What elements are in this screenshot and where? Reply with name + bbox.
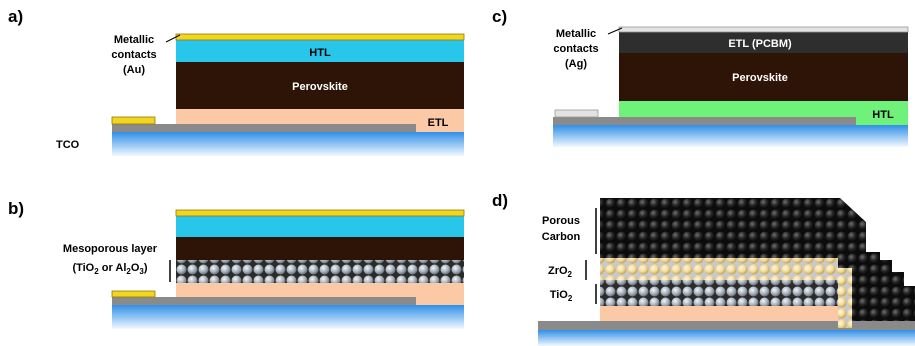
htl-layer xyxy=(176,216,464,237)
panel-b: b) Mesoporous layer (TiO2 or Al2O3) xyxy=(8,199,465,329)
silver-contact-top xyxy=(618,26,909,33)
glass-substrate xyxy=(538,330,915,346)
tco-layer xyxy=(538,321,915,330)
metallic-contact-pointer xyxy=(607,27,623,35)
panel-c-label: c) xyxy=(492,7,507,26)
glass-substrate xyxy=(112,132,464,156)
mesoporous-layer xyxy=(176,260,464,283)
metallic-label-1: Metallic xyxy=(114,34,154,46)
gold-contact-side xyxy=(111,116,156,125)
perovskite-layer xyxy=(619,53,908,101)
tio2-label: TiO2 xyxy=(550,289,573,303)
zro2-label: ZrO2 xyxy=(548,265,573,279)
tco-label: TCO xyxy=(56,139,80,151)
zro2-side-column xyxy=(838,268,852,328)
metallic-label-3: (Au) xyxy=(123,64,145,76)
tio2-layer xyxy=(600,280,838,306)
metallic-label-1: Metallic xyxy=(556,28,596,40)
silver-contact-side xyxy=(554,109,599,118)
panel-a-label: a) xyxy=(8,7,23,26)
gold-contact-side xyxy=(111,290,156,298)
perovskite-label: Perovskite xyxy=(292,81,348,93)
metallic-label-2: contacts xyxy=(111,49,156,61)
metallic-contact-pointer xyxy=(165,34,181,43)
htl-label: HTL xyxy=(309,47,331,59)
tco-layer-overlap xyxy=(619,117,856,125)
gold-contact-top xyxy=(175,33,465,41)
panel-c: c) ETL (PCBM) Perovskite HTL Metallic co… xyxy=(492,7,909,147)
metallic-label-3: (Ag) xyxy=(565,58,587,70)
mesoporous-label-1: Mesoporous layer xyxy=(63,243,158,255)
porous-carbon-overflow xyxy=(866,252,915,321)
glass-substrate xyxy=(553,125,908,147)
porous-label-2: Carbon xyxy=(542,231,581,243)
etl-label: ETL xyxy=(428,117,449,129)
panel-d: d) Porous Carbon ZrO2 TiO2 xyxy=(492,191,915,346)
etl-pcbm-label: ETL (PCBM) xyxy=(728,38,792,50)
panel-d-label: d) xyxy=(492,191,508,210)
panel-b-label: b) xyxy=(8,199,24,218)
perovskite-layer xyxy=(176,62,464,109)
etl-pcbm-layer xyxy=(619,32,908,53)
tco-layer-overlap xyxy=(176,124,416,132)
perovskite-label: Perovskite xyxy=(732,72,788,84)
zro2-layer xyxy=(600,258,838,280)
porous-carbon-layer xyxy=(600,198,866,321)
htl-label: HTL xyxy=(872,109,894,121)
glass-substrate xyxy=(112,305,464,329)
metallic-label-2: contacts xyxy=(553,43,598,55)
panel-a: a) HTL Perovskite ETL TCO Metallic conta… xyxy=(8,7,465,156)
mesoporous-label-2: (TiO2 or Al2O3) xyxy=(72,262,147,276)
porous-label-1: Porous xyxy=(542,215,580,227)
etl-peach-layer xyxy=(600,306,838,321)
perovskite-layer xyxy=(176,237,464,260)
gold-contact-top xyxy=(175,209,465,217)
tco-layer-overlap xyxy=(176,297,416,305)
htl-layer xyxy=(176,40,464,62)
